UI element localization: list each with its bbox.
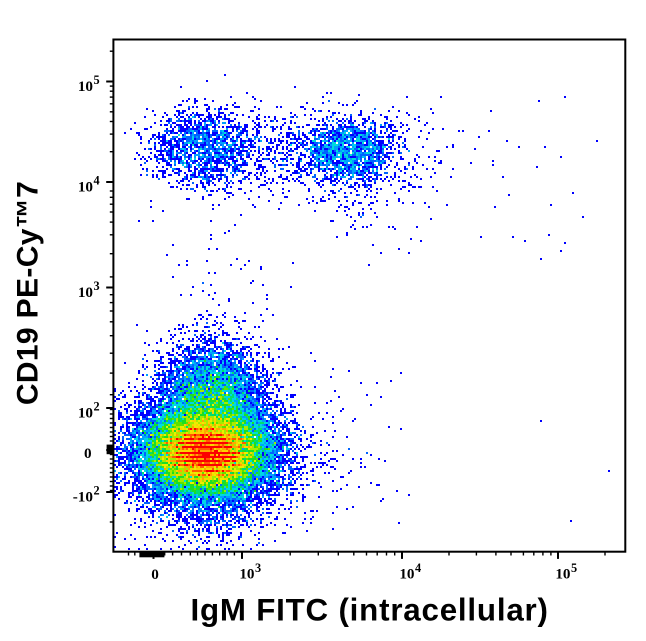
svg-text:4: 4: [94, 173, 100, 187]
svg-text:10: 10: [78, 405, 94, 422]
svg-text:0: 0: [151, 566, 159, 583]
svg-text:3: 3: [255, 561, 261, 575]
svg-text:2: 2: [94, 483, 100, 497]
svg-text:-10: -10: [73, 489, 94, 506]
svg-text:3: 3: [94, 279, 100, 293]
svg-text:10: 10: [78, 78, 94, 95]
svg-text:10: 10: [555, 566, 571, 583]
svg-text:5: 5: [94, 73, 100, 87]
svg-text:5: 5: [571, 561, 577, 575]
svg-text:10: 10: [78, 179, 94, 196]
svg-text:10: 10: [78, 284, 94, 301]
svg-text:CD19 PE-Cy™7: CD19 PE-Cy™7: [12, 181, 45, 405]
svg-text:10: 10: [239, 566, 255, 583]
svg-text:10: 10: [399, 566, 415, 583]
svg-text:2: 2: [94, 399, 100, 413]
svg-text:4: 4: [415, 561, 421, 575]
svg-text:IgM FITC (intracellular): IgM FITC (intracellular): [190, 593, 548, 628]
svg-text:0: 0: [84, 445, 92, 462]
